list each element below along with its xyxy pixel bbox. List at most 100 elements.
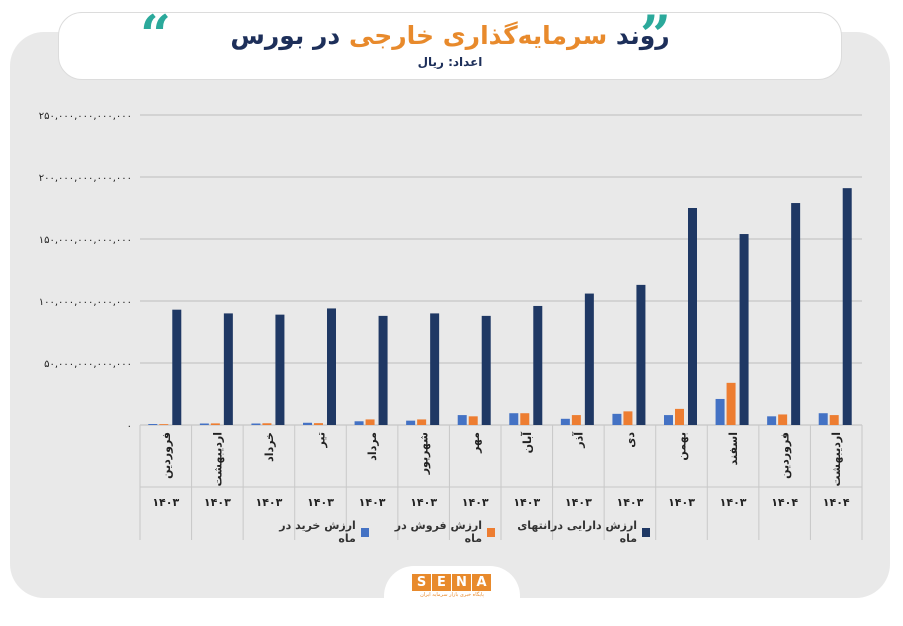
bar-sale	[675, 408, 684, 425]
year-label: ۱۴۰۳	[255, 496, 282, 509]
year-label: ۱۴۰۳	[410, 496, 437, 509]
year-label: ۱۴۰۳	[513, 496, 540, 509]
bar-assets	[430, 313, 440, 425]
bar-purchase	[509, 413, 519, 425]
bar-sale	[159, 424, 169, 425]
bar-assets	[481, 315, 491, 425]
bar-purchase	[354, 421, 364, 425]
year-label: ۱۴۰۴	[823, 496, 850, 509]
bar-assets	[739, 234, 749, 425]
bar-sale	[314, 423, 323, 425]
legend-label-sale: ارزش فروش در ماه	[394, 519, 483, 545]
bar-assets	[791, 203, 801, 425]
bar-sale	[210, 423, 220, 425]
bar-assets	[378, 315, 388, 425]
year-label: ۱۴۰۳	[565, 496, 592, 509]
logo-letter: A	[472, 574, 491, 591]
bar-assets	[223, 313, 233, 425]
legend: ارزش دارایی درانتهای ماه ارزش فروش در ما…	[270, 519, 650, 545]
legend-item-purchase: ارزش خرید در ماه	[270, 519, 369, 545]
bar-purchase	[148, 424, 158, 425]
legend-label-purchase: ارزش خرید در ماه	[279, 519, 356, 545]
month-label: اردیبهشت	[211, 432, 224, 486]
y-tick-label: ۵۰,۰۰۰,۰۰۰,۰۰۰,۰۰۰	[44, 359, 132, 370]
bar-sale	[829, 415, 839, 425]
bar-purchase	[406, 420, 416, 425]
y-tick-label: ۱۰۰,۰۰۰,۰۰۰,۰۰۰,۰۰۰	[39, 297, 132, 308]
y-tick-label: ۱۵۰,۰۰۰,۰۰۰,۰۰۰,۰۰۰	[39, 235, 132, 246]
bar-purchase	[251, 423, 261, 425]
logo-letters: S E N A	[412, 574, 492, 591]
legend-swatch-assets	[642, 527, 650, 537]
month-label: تیر	[315, 432, 328, 448]
bar-assets	[172, 309, 182, 425]
bar-sale	[365, 419, 375, 425]
title-accent: سرمایه‌گذاری خارجی	[348, 21, 608, 50]
logo-subtitle: پایگاه خبری بازار سرمایه ایران	[420, 592, 484, 598]
month-label: دی	[624, 432, 637, 448]
bar-purchase	[664, 415, 673, 425]
month-label: آذر	[571, 432, 585, 449]
logo-letter: S	[412, 574, 431, 591]
bar-purchase	[303, 422, 312, 425]
title-prefix: روند	[607, 21, 670, 50]
month-label: آبان	[520, 432, 534, 454]
month-label: خرداد	[263, 432, 276, 462]
legend-item-sale: ارزش فروش در ماه	[387, 519, 495, 545]
quote-open-icon: “	[140, 3, 172, 67]
bar-assets	[275, 314, 285, 425]
bar-purchase	[715, 398, 725, 425]
year-label: ۱۴۰۳	[359, 496, 386, 509]
y-tick-label: ۰	[127, 421, 132, 432]
month-label: مرداد	[366, 432, 379, 461]
year-label: ۱۴۰۳	[204, 496, 231, 509]
logo-letter: N	[452, 574, 471, 591]
month-label: اسفند	[727, 432, 740, 465]
bar-sale	[623, 411, 633, 425]
y-tick-label: ۲۵۰,۰۰۰,۰۰۰,۰۰۰,۰۰۰	[39, 111, 132, 122]
title-suffix: در بورس	[230, 21, 349, 50]
bar-sale	[571, 415, 581, 425]
month-label: بهمن	[676, 432, 689, 461]
quote-close-icon: ”	[640, 3, 672, 67]
bar-assets	[327, 308, 336, 425]
unit-label: اعداد: ریال	[417, 55, 483, 69]
logo-letter: E	[432, 574, 451, 591]
bar-sale	[417, 419, 427, 425]
month-label: فروردین	[160, 432, 173, 479]
month-label: اردیبهشت	[830, 432, 843, 486]
bar-sale	[726, 382, 736, 425]
year-label: ۱۴۰۳	[307, 496, 334, 509]
legend-swatch-purchase	[360, 527, 369, 537]
bar-assets	[584, 293, 594, 425]
year-label: ۱۴۰۳	[668, 496, 695, 509]
legend-swatch-sale	[487, 527, 495, 537]
month-label: شهریور	[418, 432, 431, 475]
year-label: ۱۴۰۳	[152, 496, 179, 509]
bar-sale	[520, 413, 530, 425]
year-label: ۱۴۰۳	[616, 496, 643, 509]
bar-purchase	[560, 418, 570, 425]
bar-purchase	[767, 416, 777, 425]
legend-label-assets: ارزش دارایی درانتهای ماه	[517, 519, 638, 545]
legend-item-assets: ارزش دارایی درانتهای ماه	[513, 519, 650, 545]
title-banner: روند سرمایه‌گذاری خارجی در بورس اعداد: ر…	[58, 12, 842, 80]
y-tick-label: ۲۰۰,۰۰۰,۰۰۰,۰۰۰,۰۰۰	[39, 173, 132, 184]
year-label: ۱۴۰۳	[720, 496, 747, 509]
bar-sale	[778, 414, 788, 425]
bar-purchase	[199, 423, 209, 425]
month-label: فروردین	[779, 432, 792, 479]
bar-assets	[842, 188, 852, 425]
bar-sale	[262, 423, 272, 425]
bar-purchase	[457, 415, 467, 425]
bar-assets	[688, 208, 697, 425]
bar-purchase	[818, 413, 828, 425]
bar-purchase	[612, 413, 622, 425]
year-label: ۱۴۰۴	[771, 496, 798, 509]
bar-sale	[468, 416, 478, 425]
bar-assets	[636, 284, 646, 425]
month-label: مهر	[469, 432, 482, 454]
sena-logo: S E N A پایگاه خبری بازار سرمایه ایران	[412, 574, 492, 598]
chart-title: روند سرمایه‌گذاری خارجی در بورس	[59, 21, 841, 50]
